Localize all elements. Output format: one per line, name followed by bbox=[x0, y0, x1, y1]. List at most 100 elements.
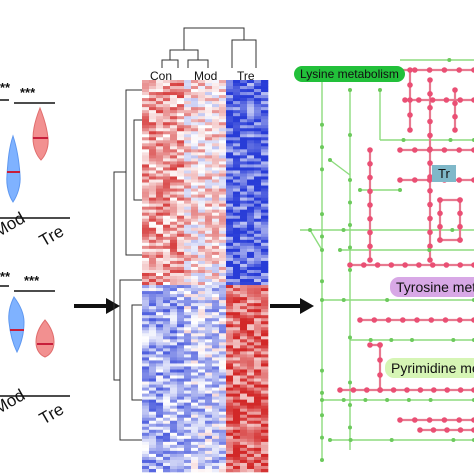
heatmap-cell bbox=[142, 312, 150, 316]
heatmap-cell bbox=[184, 182, 192, 186]
heatmap-cell bbox=[156, 387, 164, 391]
heatmap-cell bbox=[219, 206, 227, 210]
heatmap-cell bbox=[184, 318, 192, 322]
heatmap-cell bbox=[219, 360, 227, 364]
heatmap-cell bbox=[156, 209, 164, 213]
heatmap-cell bbox=[177, 432, 185, 437]
heatmap-cell bbox=[198, 381, 206, 385]
pathway-node bbox=[368, 338, 373, 342]
heatmap-cell bbox=[142, 306, 150, 310]
heatmap-cell bbox=[233, 432, 241, 437]
heatmap-cell bbox=[247, 459, 255, 464]
heatmap-cell bbox=[212, 119, 220, 123]
heatmap-cell bbox=[247, 432, 255, 437]
heatmap-cell bbox=[177, 131, 185, 135]
heatmap-cell bbox=[191, 248, 199, 253]
heatmap-cell bbox=[212, 260, 220, 265]
heatmap-cell bbox=[184, 282, 192, 286]
heatmap-cell bbox=[170, 459, 178, 464]
heatmap-cell bbox=[254, 306, 262, 310]
heatmap-cell bbox=[177, 462, 185, 467]
heatmap-cell bbox=[240, 393, 248, 397]
heatmap-cell bbox=[149, 402, 157, 406]
heatmap-cell bbox=[142, 405, 150, 409]
heatmap-cell bbox=[247, 248, 255, 253]
heatmap-cell bbox=[261, 456, 269, 461]
heatmap-cell bbox=[156, 366, 164, 370]
heatmap-cell bbox=[219, 465, 227, 470]
heatmap-cell bbox=[254, 468, 262, 473]
pathway-node bbox=[402, 97, 408, 103]
heatmap-cell bbox=[247, 134, 255, 138]
heatmap-cell bbox=[149, 170, 157, 174]
heatmap-cell bbox=[261, 170, 269, 174]
heatmap-cell bbox=[247, 285, 255, 289]
heatmap-cell bbox=[149, 254, 157, 259]
heatmap-cell bbox=[226, 288, 234, 292]
heatmap-cell bbox=[240, 191, 248, 195]
heatmap-cell bbox=[233, 342, 241, 346]
heatmap-cell bbox=[254, 215, 262, 220]
heatmap-cell bbox=[212, 429, 220, 434]
heatmap-cell bbox=[177, 435, 185, 440]
heatmap-cell bbox=[240, 447, 248, 452]
heatmap-cell bbox=[212, 315, 220, 319]
heatmap-cell bbox=[240, 450, 248, 455]
heatmap-cell bbox=[149, 140, 157, 144]
heatmap-cell bbox=[219, 309, 227, 313]
heatmap-cell bbox=[163, 137, 171, 141]
heatmap-cell bbox=[177, 254, 185, 259]
heatmap-cell bbox=[142, 453, 150, 458]
heatmap-cell bbox=[149, 269, 157, 274]
heatmap-cell bbox=[170, 369, 178, 373]
heatmap-cell bbox=[156, 110, 164, 114]
heatmap-cell bbox=[156, 447, 164, 452]
heatmap-cell bbox=[142, 149, 150, 153]
heatmap-cell bbox=[163, 360, 171, 364]
heatmap-cell bbox=[212, 393, 220, 397]
heatmap-cell bbox=[170, 161, 178, 165]
heatmap-cell bbox=[205, 414, 213, 419]
heatmap-cell bbox=[156, 348, 164, 352]
heatmap-cell bbox=[219, 224, 227, 229]
heatmap-cell bbox=[198, 402, 206, 406]
heatmap-cell bbox=[142, 200, 150, 204]
heatmap-cell bbox=[240, 456, 248, 461]
heatmap-cell bbox=[170, 375, 178, 379]
heatmap-cell bbox=[198, 95, 206, 99]
heatmap-cell bbox=[212, 396, 220, 400]
heatmap-cell bbox=[226, 104, 234, 108]
heatmap-cell bbox=[142, 390, 150, 394]
heatmap-cell bbox=[233, 149, 241, 153]
heatmap-cell bbox=[233, 212, 241, 216]
heatmap-cell bbox=[149, 408, 157, 412]
heatmap-cell bbox=[142, 188, 150, 192]
heatmap-cell bbox=[226, 239, 234, 244]
pathway-node bbox=[320, 458, 324, 462]
heatmap-cell bbox=[163, 173, 171, 177]
heatmap-cell bbox=[205, 230, 213, 235]
heatmap-cell bbox=[219, 276, 227, 280]
heatmap-cell bbox=[156, 351, 164, 355]
heatmap-cell bbox=[247, 402, 255, 406]
pathway-node bbox=[377, 372, 383, 378]
heatmap-cell bbox=[163, 420, 171, 425]
heatmap-cell bbox=[198, 230, 206, 235]
heatmap-cell bbox=[142, 426, 150, 431]
heatmap-cell bbox=[205, 438, 213, 443]
heatmap-cell bbox=[233, 441, 241, 446]
heatmap-cell bbox=[205, 396, 213, 400]
heatmap-cell bbox=[247, 161, 255, 165]
heatmap-cell bbox=[198, 140, 206, 144]
heatmap-cell bbox=[191, 351, 199, 355]
heatmap-cell bbox=[226, 137, 234, 141]
heatmap-cell bbox=[191, 197, 199, 201]
heatmap-cell bbox=[226, 155, 234, 159]
heatmap-cell bbox=[254, 89, 262, 93]
heatmap-cell bbox=[177, 300, 185, 304]
heatmap-cell bbox=[177, 218, 185, 223]
heatmap-cell bbox=[191, 131, 199, 135]
pathway-node bbox=[430, 427, 437, 433]
heatmap-cell bbox=[142, 411, 150, 416]
heatmap-cell bbox=[198, 375, 206, 379]
